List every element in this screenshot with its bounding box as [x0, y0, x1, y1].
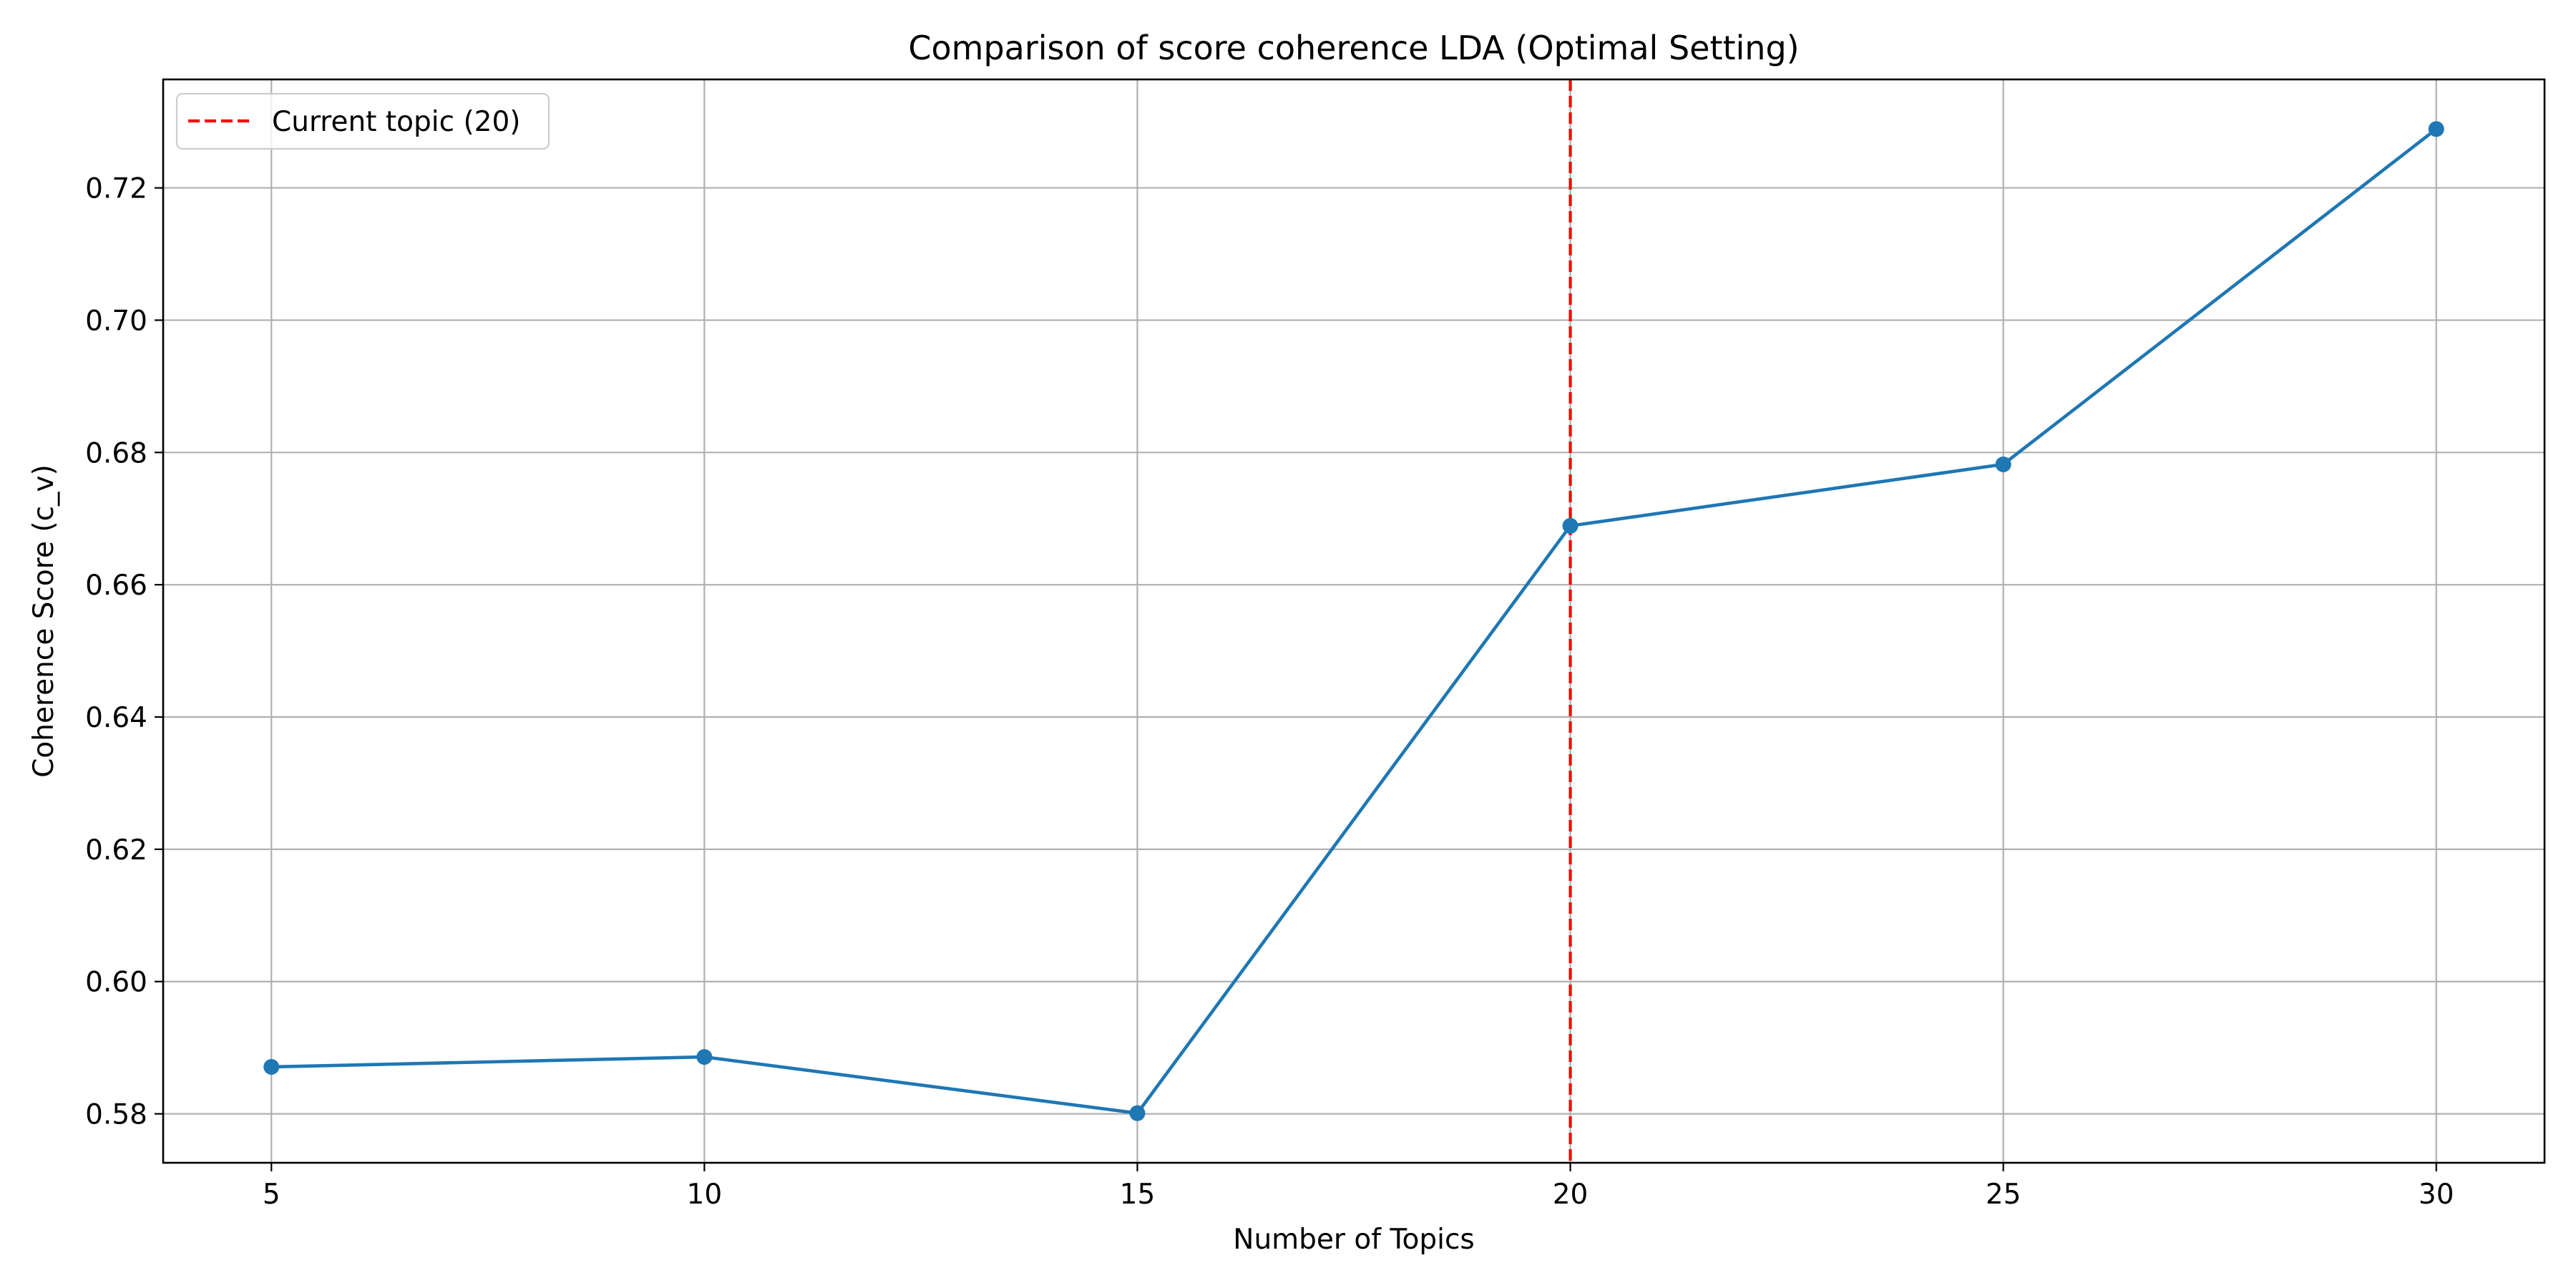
legend: Current topic (20) — [175, 92, 550, 150]
y-axis-title: Coherence Score (c_v) — [28, 464, 60, 778]
x-tick-label: 5 — [263, 1179, 280, 1211]
legend-label: Current topic (20) — [272, 106, 521, 138]
x-tick-label: 10 — [687, 1179, 723, 1211]
y-tick-label: 0.62 — [85, 834, 147, 867]
data-point — [1129, 1105, 1146, 1121]
data-series — [263, 121, 2444, 1121]
x-tick-label: 25 — [1986, 1179, 2021, 1211]
y-tick-label: 0.66 — [85, 570, 147, 602]
y-tick-label: 0.60 — [85, 967, 147, 999]
data-point — [263, 1058, 280, 1075]
axis-ticks: 5 10 15 20 25 30 0.58 0.60 0.62 0.64 0.66 0.68 0.70 0… — [85, 173, 2454, 1211]
y-tick-label: 0.72 — [85, 173, 147, 205]
data-point — [696, 1049, 713, 1065]
y-tick-label: 0.58 — [85, 1099, 147, 1131]
x-tick-label: 20 — [1553, 1179, 1589, 1211]
series-line — [271, 127, 2438, 1115]
data-point — [1995, 456, 2011, 472]
chart-title: Comparison of score coherence LDA (Optim… — [908, 29, 1799, 67]
x-axis-title: Number of Topics — [1233, 1224, 1474, 1256]
plot-frame — [162, 78, 2546, 1164]
data-point — [1562, 517, 1579, 534]
y-tick-label: 0.68 — [85, 437, 147, 469]
grid-lines — [163, 79, 2545, 1163]
y-tick-label: 0.70 — [85, 305, 147, 337]
y-tick-label: 0.64 — [85, 702, 147, 734]
data-point — [2428, 121, 2444, 137]
x-tick-label: 30 — [2419, 1179, 2454, 1211]
x-tick-label: 15 — [1120, 1179, 1156, 1211]
legend-box — [175, 92, 550, 150]
